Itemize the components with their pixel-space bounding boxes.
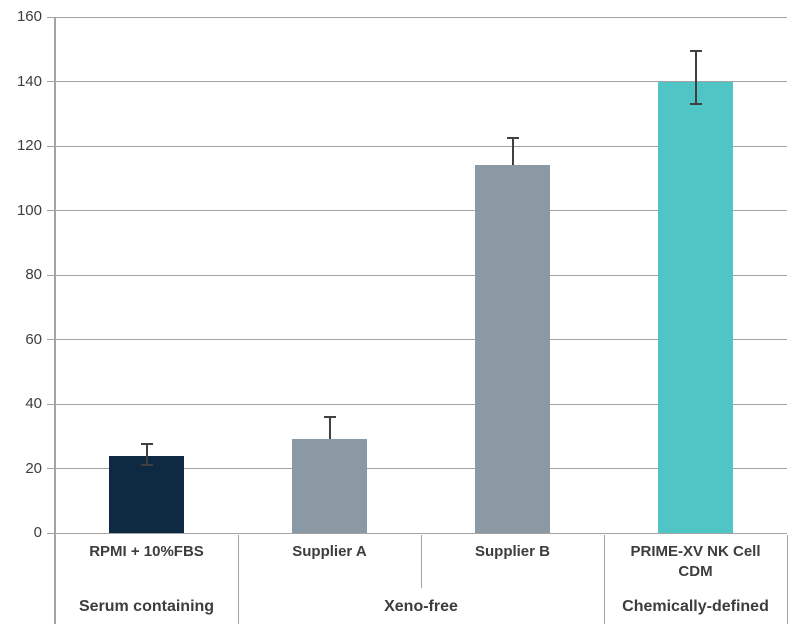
category-label: PRIME-XV NK Cell CDM [630, 543, 761, 580]
group-divider [786, 535, 788, 624]
error-bar-cap-top [506, 136, 519, 139]
group-label: Xeno-free [384, 598, 458, 615]
bar [292, 439, 367, 533]
y-axis-tick [47, 403, 55, 405]
bar [658, 81, 733, 533]
gridline [55, 274, 787, 276]
y-tick-label: 160 [16, 8, 42, 25]
group-divider [603, 535, 605, 624]
y-tick-label: 140 [16, 72, 42, 90]
category-divider [420, 535, 422, 588]
y-tick-label: 120 [16, 137, 42, 154]
y-axis-tick [47, 468, 55, 469]
error-bar-line [694, 50, 697, 105]
gridline [55, 403, 787, 405]
error-bar-cap-top [140, 443, 153, 446]
error-bar-cap-top [323, 415, 336, 418]
y-tick-label: 40 [25, 395, 42, 412]
y-tick-label: 0 [33, 524, 42, 541]
error-bar-cap-bottom [689, 103, 702, 106]
error-bar-cap-bottom [140, 464, 153, 467]
y-tick-label: 100 [16, 201, 42, 219]
category-label: RPMI + 10%FBS [89, 543, 204, 560]
y-tick-label: 60 [25, 330, 42, 348]
y-tick-label: 80 [25, 266, 42, 283]
bar [475, 165, 550, 533]
gridline [55, 468, 787, 469]
y-axis-tick [47, 532, 55, 534]
gridline [55, 339, 787, 340]
group-label: Serum containing [78, 598, 215, 615]
error-bar-line [511, 137, 514, 166]
bar [109, 455, 184, 533]
y-axis-line [54, 17, 56, 624]
category-label: Supplier A [292, 543, 367, 560]
y-axis-tick [47, 274, 55, 276]
gridline [55, 16, 787, 18]
group-label: Chemically-defined [622, 598, 769, 615]
category-label: Supplier B [474, 543, 550, 560]
y-axis-tick [47, 81, 55, 82]
group-divider [237, 535, 239, 624]
error-bar-line [328, 416, 331, 440]
y-axis-tick [47, 210, 55, 211]
y-axis-tick [47, 16, 55, 18]
gridline [55, 81, 787, 82]
error-bar-cap-top [689, 49, 702, 52]
y-axis-tick [47, 339, 55, 340]
gridline [55, 532, 787, 534]
error-bar-line [145, 444, 148, 466]
y-axis-tick [47, 145, 55, 147]
gridline [55, 145, 787, 147]
gridline [55, 210, 787, 211]
y-tick-label: 20 [25, 459, 42, 477]
